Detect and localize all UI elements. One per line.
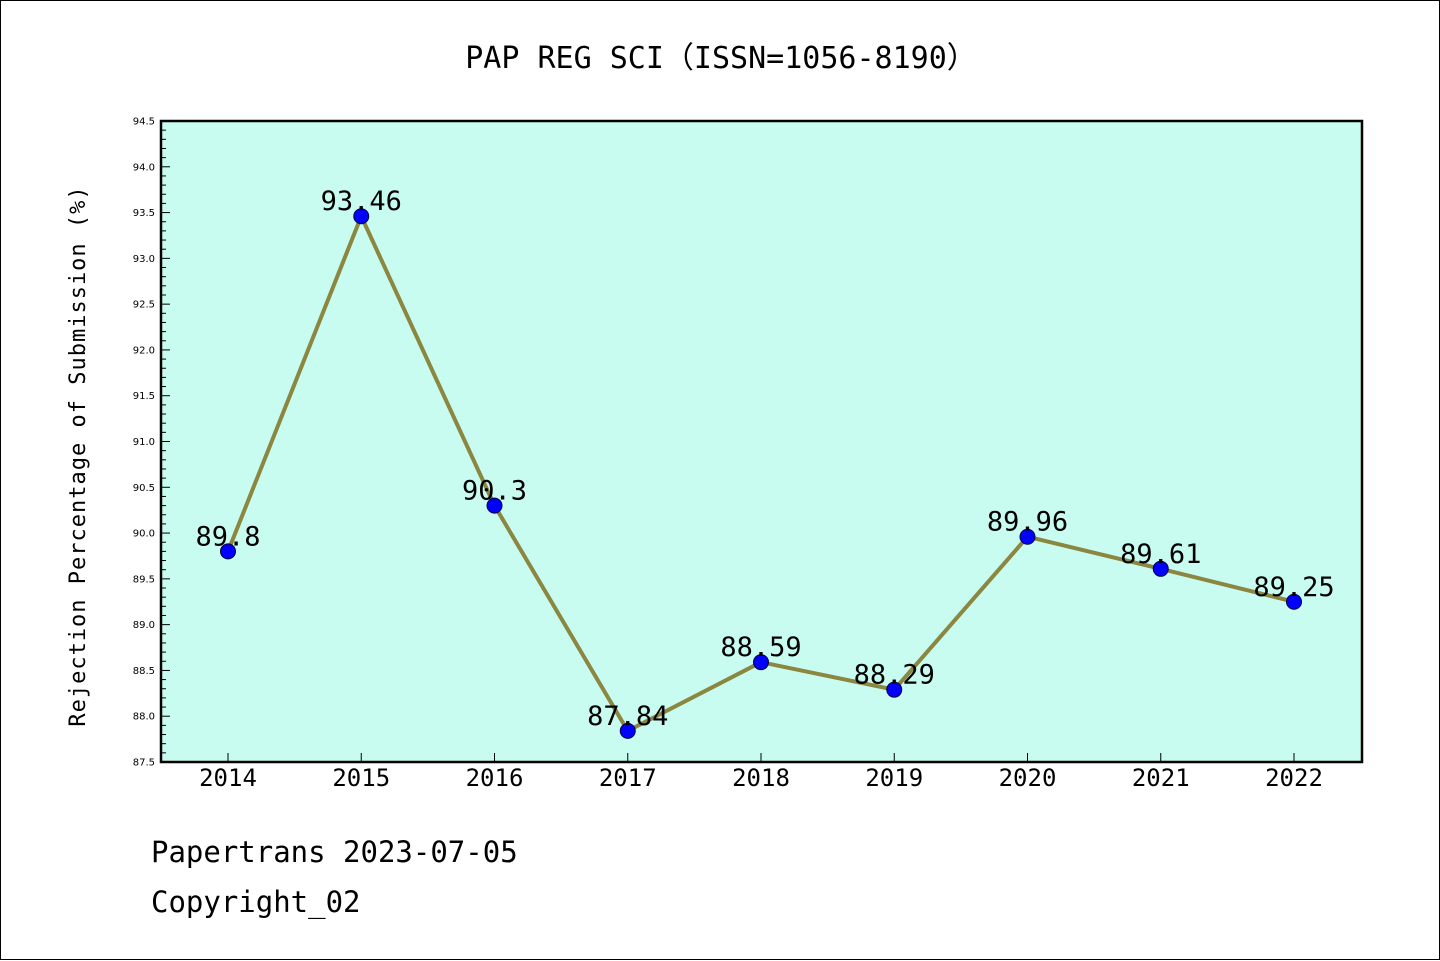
- y-tick-label: 94.5: [133, 117, 155, 128]
- x-tick-label: 2017: [599, 764, 657, 792]
- y-axis-label: Rejection Percentage of Submission (%): [66, 185, 91, 726]
- data-point: [353, 208, 370, 225]
- x-tick-label: 2018: [732, 764, 790, 792]
- data-label: 89.8: [195, 521, 260, 552]
- data-point: [1019, 528, 1036, 545]
- y-tick-label: 90.5: [133, 483, 155, 494]
- y-tick-label: 94.0: [133, 162, 155, 173]
- data-point: [486, 497, 503, 514]
- data-label: 87.84: [587, 701, 668, 732]
- data-point: [753, 654, 769, 671]
- x-ticks: 2014 2015 2016 2017 2018 2019 2020 2021 2022: [199, 753, 1323, 792]
- x-tick-label: 2016: [466, 764, 524, 792]
- data-label: 93.46: [321, 186, 402, 217]
- data-point: [220, 543, 236, 560]
- chart-title: PAP REG SCI（ISSN=1056-8190）: [465, 41, 977, 76]
- x-tick-label: 2014: [199, 764, 257, 792]
- y-tick-label: 92.0: [133, 345, 155, 356]
- y-tick-label: 91.5: [133, 391, 155, 402]
- x-tick-label: 2022: [1265, 764, 1323, 792]
- data-point: [1286, 593, 1302, 610]
- y-tick-label: 93.5: [133, 208, 155, 219]
- data-point: [886, 681, 903, 698]
- data-label: 89.61: [1120, 539, 1201, 570]
- y-tick-label: 89.0: [133, 620, 155, 631]
- x-tick-label: 2020: [999, 764, 1057, 792]
- y-tick-label: 87.5: [133, 758, 155, 769]
- x-tick-label: 2021: [1132, 764, 1190, 792]
- y-tick-label: 88.0: [133, 712, 155, 723]
- plot-frame: [159, 119, 1364, 764]
- footer-date-line: Papertrans 2023-07-05: [151, 835, 518, 869]
- y-tick-label: 93.0: [133, 254, 155, 265]
- data-label: 89.96: [987, 507, 1068, 538]
- data-label: 88.29: [854, 660, 935, 691]
- y-tick-label: 89.5: [133, 574, 155, 585]
- data-point: [619, 722, 636, 739]
- x-tick-label: 2015: [332, 764, 390, 792]
- footer-copyright-line: Copyright_02: [151, 885, 361, 919]
- data-point: [1152, 560, 1169, 577]
- data-label: 88.59: [720, 632, 801, 663]
- data-label: 89.25: [1253, 572, 1334, 603]
- y-tick-label: 88.5: [133, 666, 155, 677]
- data-labels: 89.8 93.46 90.3 87.84 88.59 88.29 89.96 89.61 89…: [195, 186, 1334, 732]
- data-label: 90.3: [462, 476, 527, 507]
- x-tick-label: 2019: [865, 764, 923, 792]
- data-markers: [220, 208, 1302, 739]
- y-tick-label: 91.0: [133, 437, 155, 448]
- y-tick-label: 92.5: [133, 300, 155, 311]
- y-tick-labels: 87.5 88.0 88.5 89.0 89.5 90.0 90.5 91.0 91.5 92.0…: [133, 117, 155, 769]
- y-tick-label: 90.0: [133, 529, 155, 540]
